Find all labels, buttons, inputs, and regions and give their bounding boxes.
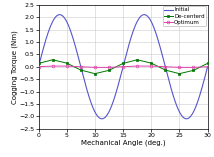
X-axis label: Mechanical Angle (deg.): Mechanical Angle (deg.) <box>81 139 165 146</box>
De-centerd <box>94 73 96 75</box>
Initial <box>177 107 179 109</box>
Line: De-centerd: De-centerd <box>37 58 209 75</box>
Line: Initial: Initial <box>39 15 208 119</box>
Y-axis label: Cogging Torque (Nm): Cogging Torque (Nm) <box>11 30 18 104</box>
De-centerd <box>136 59 138 61</box>
De-centerd <box>192 69 195 71</box>
De-centerd <box>122 62 124 64</box>
Initial <box>143 14 146 16</box>
Optimum <box>164 66 166 68</box>
Optimum <box>79 66 82 68</box>
Initial <box>119 77 122 79</box>
Optimum <box>192 66 195 68</box>
Optimum <box>65 65 68 67</box>
Initial <box>206 66 209 68</box>
Initial <box>118 81 120 83</box>
De-centerd <box>206 62 209 64</box>
Legend: Initial, De-centerd, Optimum: Initial, De-centerd, Optimum <box>162 6 207 26</box>
Optimum <box>178 66 181 68</box>
Optimum <box>150 65 153 67</box>
De-centerd <box>164 69 166 71</box>
Line: Optimum: Optimum <box>37 65 209 69</box>
Optimum <box>108 66 110 68</box>
De-centerd <box>79 69 82 71</box>
De-centerd <box>65 62 68 64</box>
Initial <box>129 39 132 41</box>
De-centerd <box>150 62 153 64</box>
Optimum <box>122 66 124 68</box>
De-centerd <box>178 73 181 75</box>
Optimum <box>94 66 96 68</box>
Initial <box>138 17 141 19</box>
De-centerd <box>37 62 40 64</box>
Optimum <box>51 65 54 67</box>
Initial <box>203 79 205 81</box>
Optimum <box>206 66 209 68</box>
Initial <box>101 118 103 120</box>
Optimum <box>136 65 138 67</box>
De-centerd <box>108 69 110 71</box>
Initial <box>37 66 40 68</box>
De-centerd <box>51 59 54 61</box>
Optimum <box>37 66 40 68</box>
